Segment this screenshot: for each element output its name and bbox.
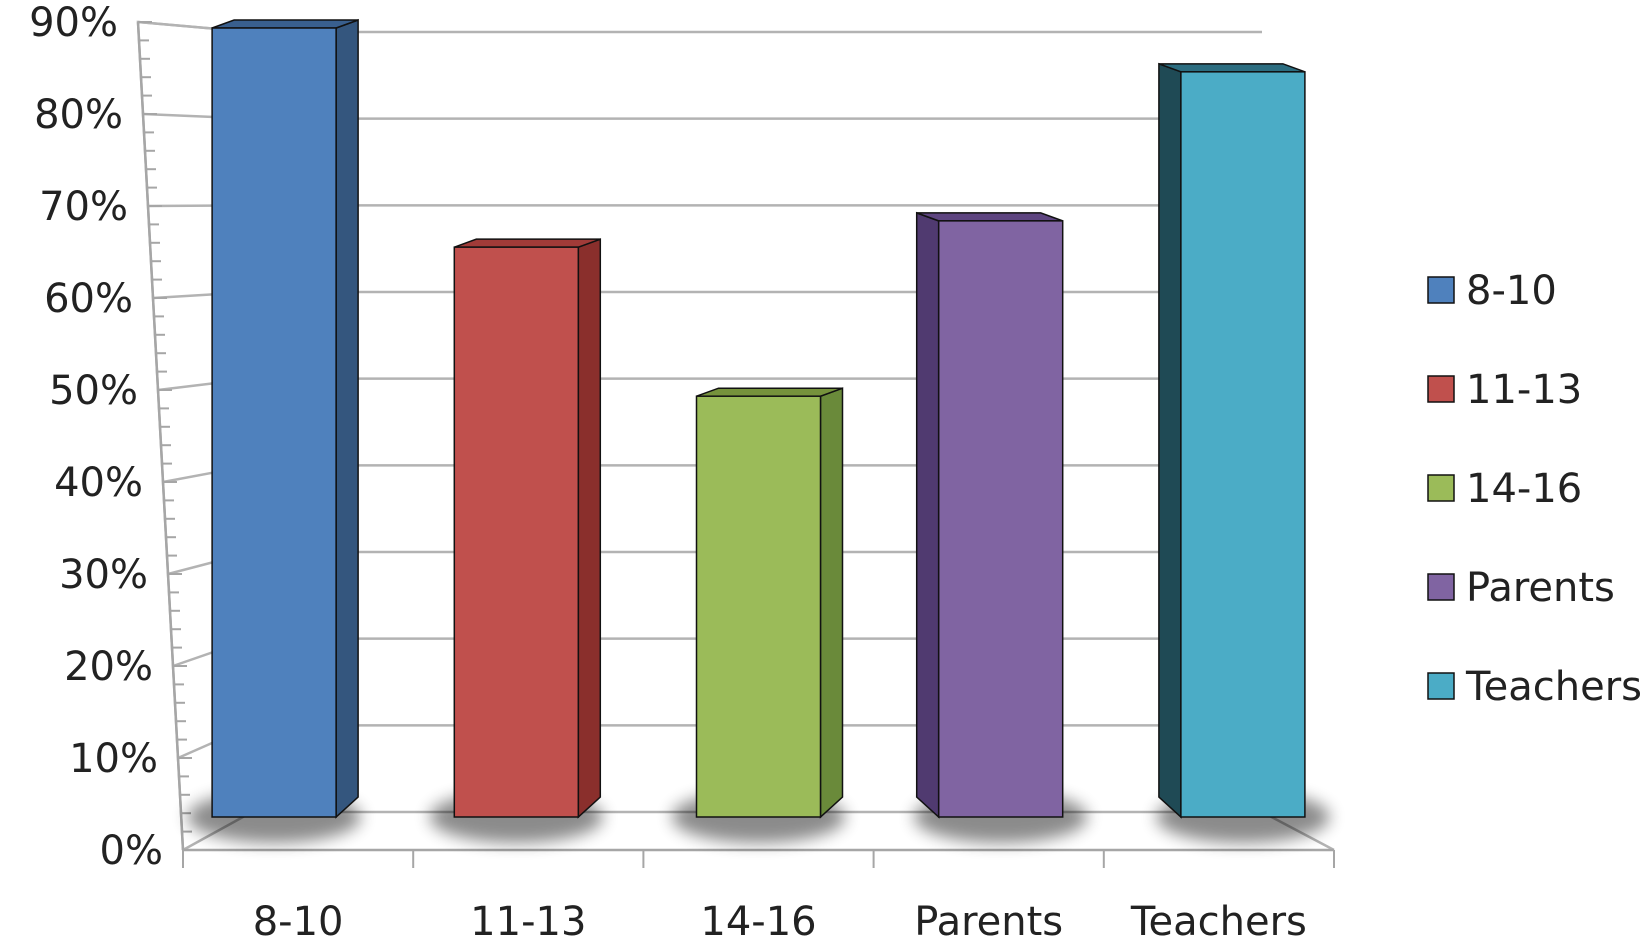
legend-label: 11-13 — [1466, 367, 1582, 413]
bar-side — [819, 387, 844, 819]
y-tick-label: 0% — [100, 828, 163, 874]
legend-swatch — [1427, 573, 1455, 601]
bar-11-13 — [453, 238, 602, 819]
bar-top — [211, 19, 359, 29]
bar-8-10 — [211, 18, 359, 819]
axes — [136, 21, 1334, 852]
bars — [211, 18, 1306, 819]
legend-item: 11-13 — [1427, 367, 1582, 413]
y-tick-label: 80% — [34, 92, 123, 138]
x-tick-label: 14-16 — [700, 899, 816, 944]
legend-swatch — [1427, 375, 1455, 403]
bar-top — [1158, 63, 1306, 73]
bar-top — [916, 212, 1063, 222]
bar-parents — [915, 211, 1064, 819]
y-tick-label: 10% — [69, 736, 158, 782]
y-tick-label: 60% — [44, 276, 133, 322]
legend-item: Teachers — [1427, 664, 1642, 710]
bar-front — [695, 395, 822, 818]
y-tick-label: 90% — [29, 0, 118, 46]
legend-label: 14-16 — [1466, 466, 1582, 512]
bar-top — [696, 387, 843, 397]
bar-side — [335, 18, 359, 819]
legend-swatch — [1427, 672, 1455, 700]
legend-swatch — [1427, 474, 1455, 502]
legend-swatch — [1427, 276, 1455, 304]
legend-item: 8-10 — [1427, 268, 1557, 314]
x-tick-label: Parents — [914, 899, 1063, 944]
y-axis-line — [136, 21, 185, 851]
y-tick-label: 50% — [49, 368, 138, 414]
bar-front — [1180, 71, 1306, 818]
x-tick-label: Teachers — [1130, 899, 1307, 944]
bar-front — [211, 27, 337, 818]
legend: 8-10 11-13 14-16 Parents Teachers — [1427, 268, 1642, 710]
legend-label: Parents — [1466, 565, 1615, 611]
legend-label: 8-10 — [1466, 268, 1557, 314]
bar-front — [937, 220, 1064, 818]
bar-teachers — [1158, 62, 1306, 819]
x-axis-ticks — [182, 850, 1335, 868]
bar-14-16 — [695, 387, 844, 819]
x-tick-label: 8-10 — [253, 899, 344, 944]
y-tick-label: 20% — [64, 644, 153, 690]
bar-side — [915, 211, 940, 819]
legend-item: 14-16 — [1427, 466, 1582, 512]
y-tick-label: 30% — [59, 552, 148, 598]
y-tick-label: 70% — [39, 184, 128, 230]
bar-front — [453, 246, 580, 818]
bar-side — [577, 238, 602, 819]
bar-top — [454, 238, 601, 248]
y-axis-ticks — [138, 21, 197, 851]
bar-side — [1158, 62, 1182, 819]
x-tick-label: 11-13 — [470, 899, 586, 944]
y-tick-label: 40% — [54, 460, 143, 506]
x-axis-tick-labels: 8-10 11-13 14-16 Parents Teachers — [253, 899, 1307, 944]
legend-item: Parents — [1427, 565, 1615, 611]
legend-label: Teachers — [1465, 664, 1642, 710]
y-axis-tick-labels: 0% 10% 20% 30% 40% 50% 60% 70% 80% 90% — [29, 0, 163, 874]
